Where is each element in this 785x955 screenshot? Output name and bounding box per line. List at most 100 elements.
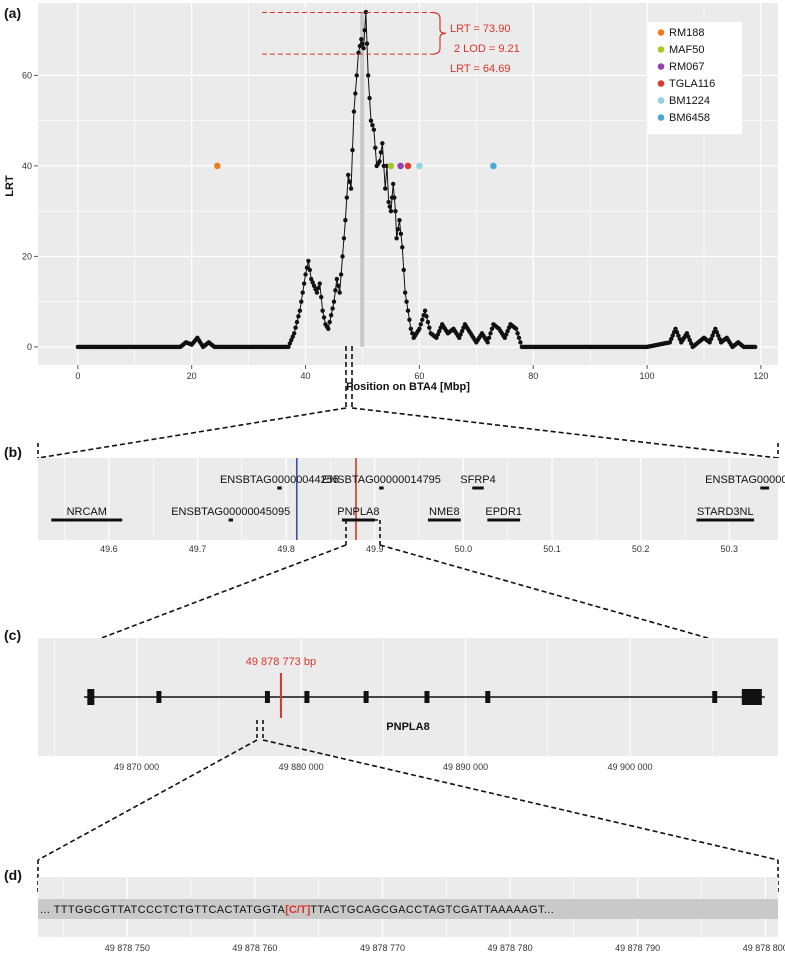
legend-dot (657, 46, 665, 53)
x-tick-label: 49.6 (100, 544, 118, 554)
lrt-point (301, 281, 307, 286)
gene-label: ENSBTAG00000044255 (220, 474, 339, 486)
lrt-point (381, 163, 387, 169)
x-tick-label: 49.9 (366, 544, 384, 554)
lrt-point (310, 280, 315, 285)
gene-bar (427, 518, 461, 522)
lrt-point (364, 41, 370, 46)
lrt-brace (431, 11, 447, 55)
lod-label: 2 LOD = 9.21 (454, 43, 520, 55)
lrt-point (368, 118, 374, 123)
lrt-point (299, 299, 304, 304)
lrt-point (290, 334, 295, 339)
legend-dot (657, 80, 665, 87)
lrt-point (753, 344, 758, 350)
lrt-point (391, 181, 396, 187)
lrt-drop-label: LRT = 64.69 (450, 63, 510, 75)
lrt-point (344, 195, 350, 200)
exon-block (741, 689, 762, 705)
lrt-point (667, 340, 673, 345)
x-tick-label: 0 (75, 371, 80, 381)
x-tick-label: 49 870 000 (114, 762, 159, 772)
lrt-point (333, 288, 338, 293)
lrt-point (334, 276, 340, 282)
lrt-point (708, 336, 714, 342)
gene-bar (472, 486, 484, 490)
lrt-point (343, 218, 348, 223)
x-tick-label: 40 (301, 371, 311, 381)
panel-c-gene-structure (84, 689, 765, 705)
lrt-point (326, 326, 331, 331)
lrt-point (398, 231, 404, 236)
snp-position-label: 49 878 773 bp (246, 656, 316, 668)
gene-label: SFRP4 (460, 474, 495, 486)
exon-block (264, 691, 270, 703)
lrt-point (714, 329, 720, 335)
lrt-point (348, 186, 354, 191)
lrt-point (457, 335, 462, 341)
x-tick-label: 100 (640, 371, 655, 381)
lrt-point (287, 341, 293, 346)
lrt-point (378, 150, 384, 155)
sequence-snp: [C/T] (285, 904, 310, 916)
lrt-point (354, 73, 359, 78)
gene-label: ENSBTAG00000014795 (322, 474, 441, 486)
lrt-point (422, 308, 428, 313)
exon-block (304, 691, 310, 703)
gene-label: STARD3NL (697, 506, 754, 518)
lrt-point (383, 186, 388, 191)
sequence-strip (38, 899, 778, 919)
lrt-point (336, 283, 341, 289)
lrt-point (684, 331, 690, 336)
lrt-point (306, 258, 311, 264)
lrt-point (488, 331, 493, 336)
lrt-point (437, 328, 442, 334)
lrt-point (359, 37, 364, 42)
lrt-point (338, 272, 344, 277)
lrt-point (386, 199, 391, 205)
lrt-point (392, 195, 397, 200)
panel-c-x-ticks: 49 870 000 49 880 000 49 890 000 49 900 000 (114, 762, 652, 772)
lrt-point (341, 236, 347, 241)
legend-label: RM067 (669, 61, 704, 73)
panel-b-grid (64, 458, 730, 540)
marker-point (397, 162, 404, 170)
lrt-point (395, 227, 401, 232)
x-tick-label: 50.3 (720, 544, 738, 554)
legend-box (648, 22, 742, 134)
exon-block (424, 691, 430, 703)
lrt-point (289, 337, 294, 343)
lrt-point (318, 294, 324, 300)
lrt-point (362, 27, 367, 33)
panel-a-y-axis-title: LRT (4, 175, 16, 197)
legend-dot (657, 29, 665, 36)
gene-bar (341, 518, 375, 522)
lrt-point (373, 145, 378, 150)
lrt-point (673, 326, 678, 331)
lrt-point (676, 333, 681, 338)
gene-bar (696, 518, 755, 522)
peak-interval-band (360, 12, 365, 347)
x-tick-label: 49 878 770 (360, 943, 405, 953)
legend-dot (657, 97, 665, 104)
legend-label: TGLA116 (669, 78, 715, 90)
panel-a-x-ticks: 0 20 40 60 80 100 120 (75, 365, 768, 381)
panel-b-label: (b) (4, 444, 22, 460)
lrt-point (459, 328, 465, 334)
x-tick-label: 49 880 000 (279, 762, 324, 772)
lrt-point (425, 319, 431, 325)
lrt-point (327, 319, 332, 325)
gene-label: ENSBTAG00000045095 (171, 506, 290, 518)
exon-block (712, 691, 718, 703)
panel-a-lrt-trace (75, 9, 758, 350)
lrt-point (387, 204, 392, 209)
marker-point (387, 162, 395, 170)
panel-a-markers (214, 162, 497, 170)
lrt-point (405, 308, 411, 313)
gene-bar (51, 518, 123, 522)
lrt-point (674, 329, 680, 335)
y-tick-label: 40 (22, 161, 32, 171)
gene-bar (760, 486, 770, 490)
lrt-point (505, 328, 510, 334)
x-tick-label: 60 (414, 371, 424, 381)
